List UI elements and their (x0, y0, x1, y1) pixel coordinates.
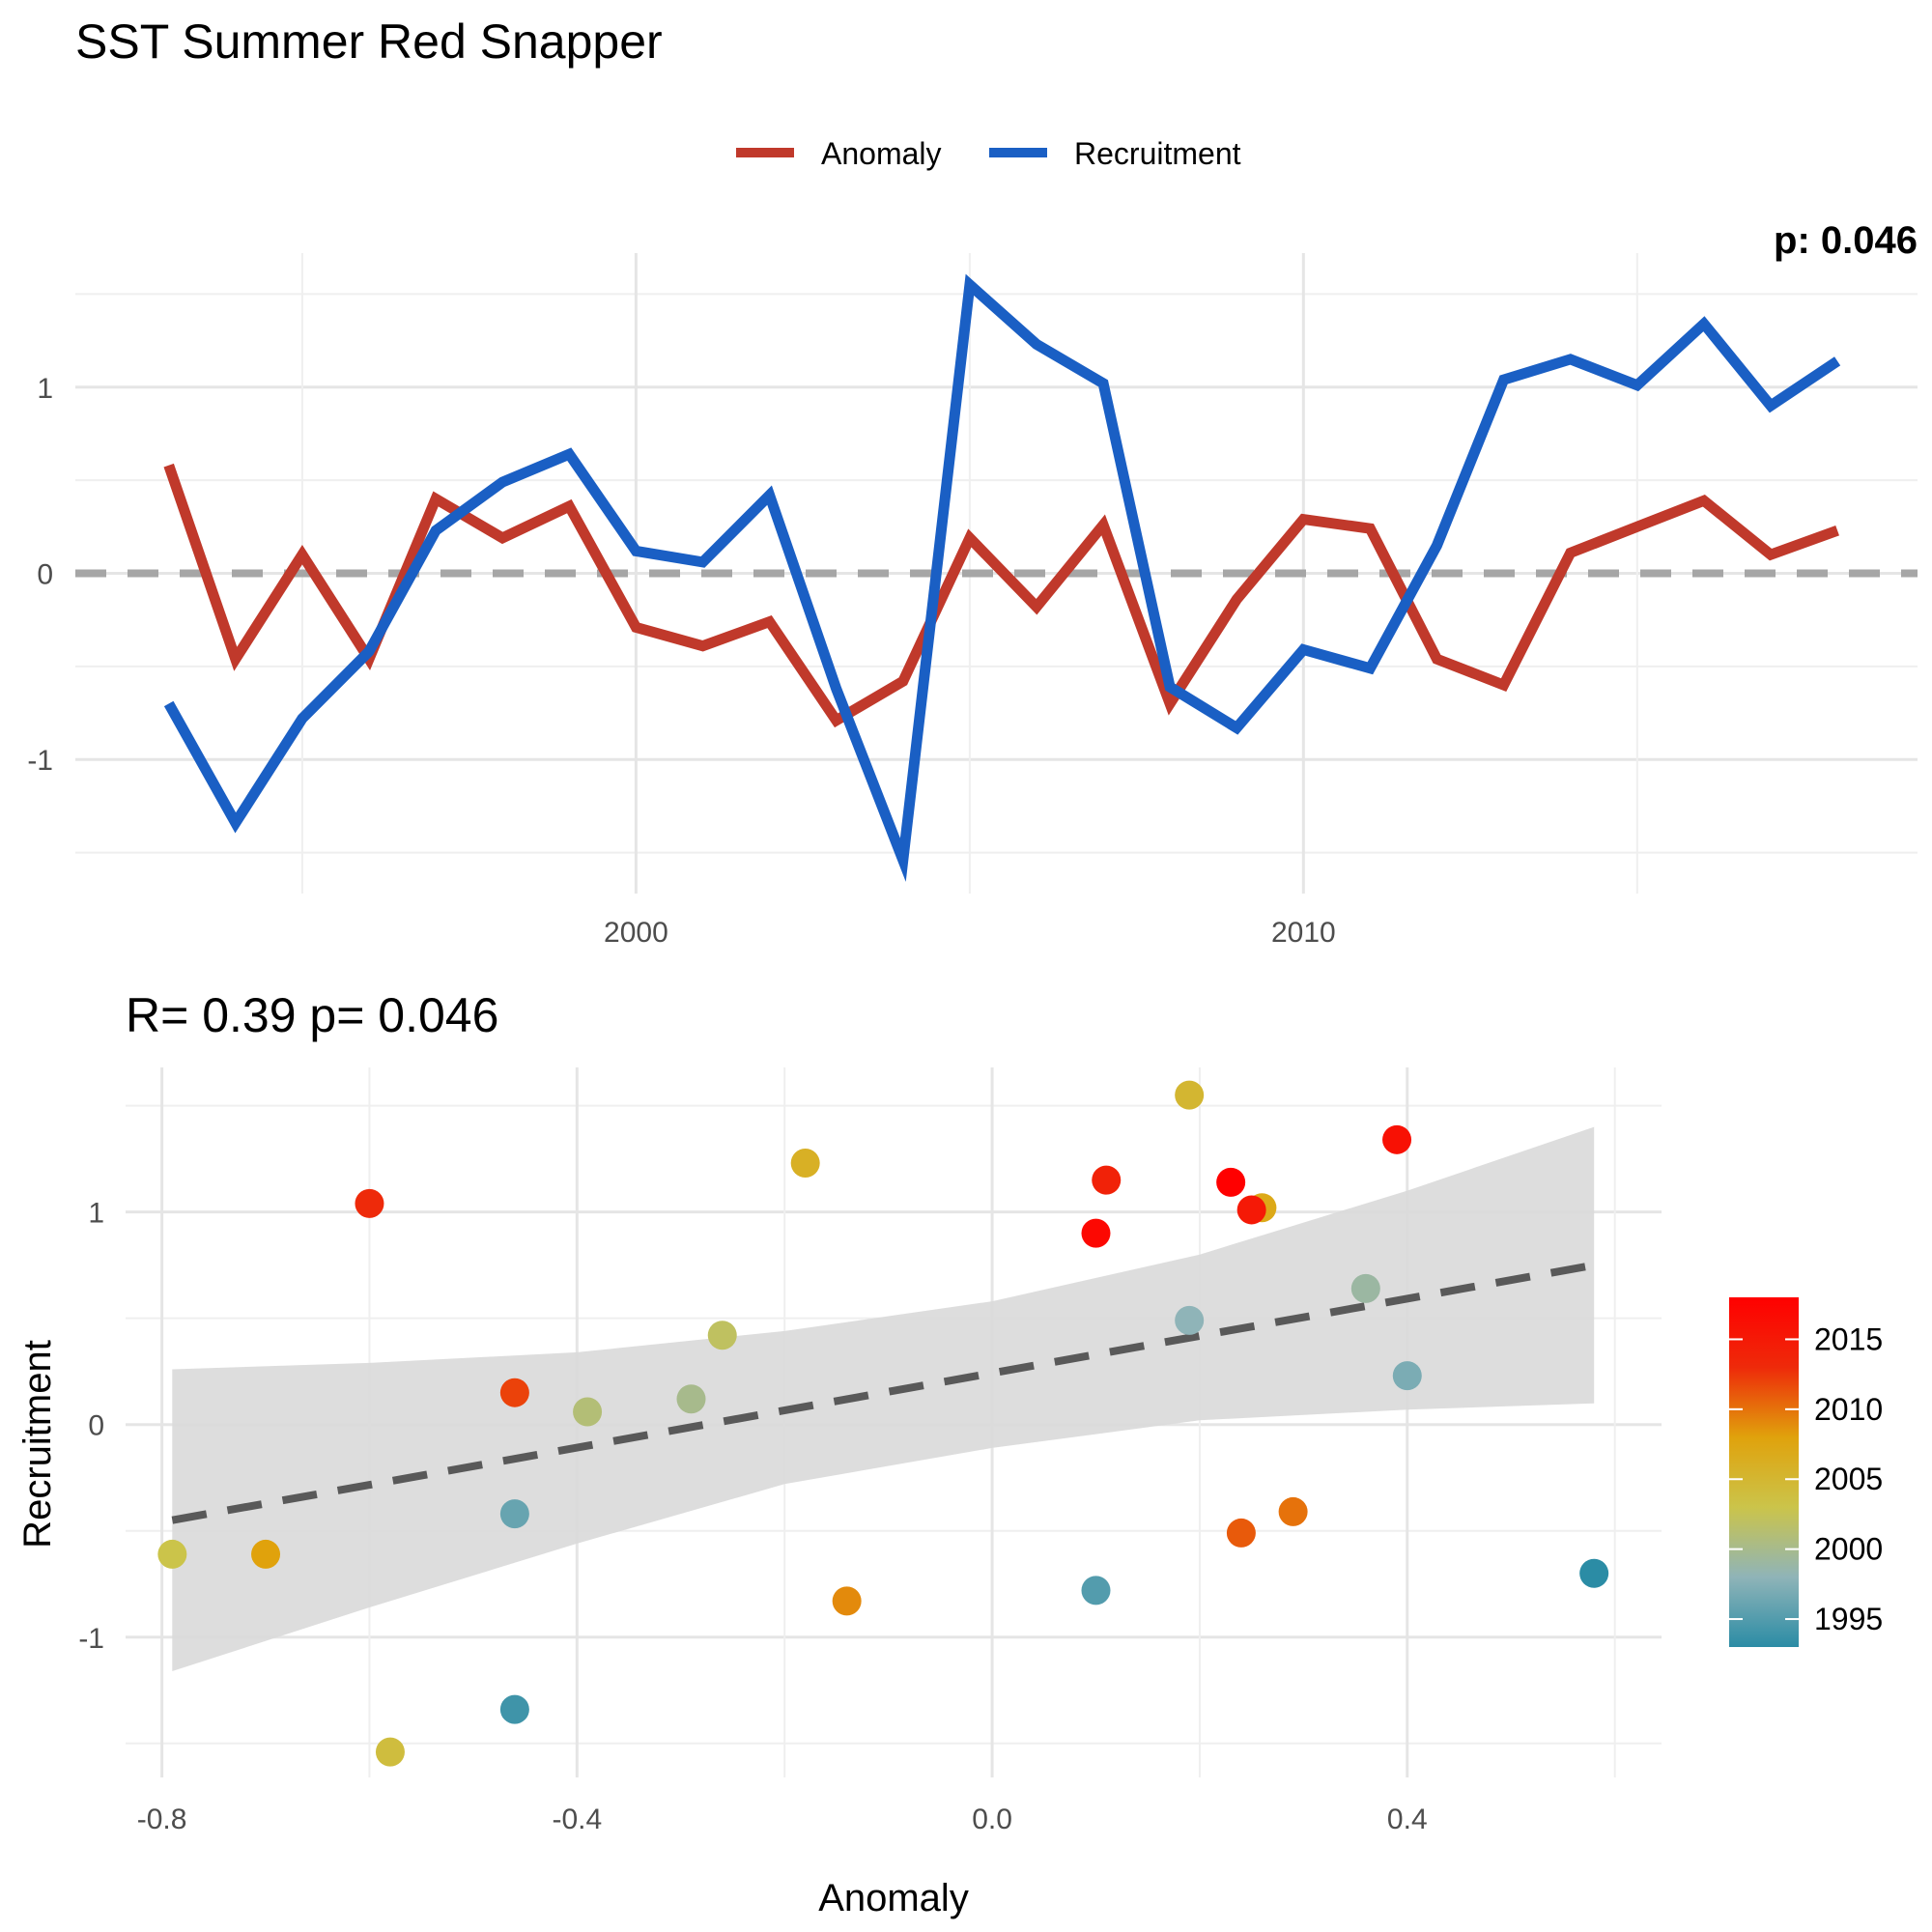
scatter-point-2000 (676, 1384, 706, 1414)
scatter-points (157, 1080, 1609, 1767)
scatter-point-2001 (573, 1397, 603, 1427)
bottom-y-tick-label: -1 (78, 1623, 104, 1655)
scatter-point-1997 (1392, 1361, 1422, 1391)
colorbar-tick-label: 2000 (1814, 1532, 1883, 1567)
figure-title: SST Summer Red Snapper (75, 14, 663, 69)
top-series-lines (163, 273, 1841, 882)
top-y-tick-label: -1 (27, 745, 53, 777)
scatter-point-2009 (832, 1586, 862, 1616)
top-y-tick-label: 1 (37, 373, 53, 405)
scatter-point-2018 (1216, 1167, 1246, 1197)
colorbar-tick-label: 2010 (1814, 1392, 1883, 1427)
scatter-point-2014 (1092, 1165, 1122, 1195)
bottom-panel-scatter: R= 0.39 p= 0.046 -1 0 1 -0.8 -0.4 0.0 0.4 Anom… (16, 988, 1662, 1919)
x-axis-title: Anomaly (818, 1877, 969, 1919)
scatter-point-2011 (1226, 1518, 1256, 1548)
legend-label-anomaly: Anomaly (821, 136, 942, 171)
top-y-tick-label: 0 (37, 559, 53, 591)
colorbar-tick-label: 2015 (1814, 1321, 1883, 1356)
scatter-point-2016 (1382, 1124, 1412, 1154)
bottom-x-tick-label: 0.0 (972, 1804, 1012, 1835)
scatter-point-2008 (251, 1539, 281, 1569)
colorbar-rect (1729, 1297, 1799, 1647)
series-line-recruitment (163, 273, 1841, 882)
bottom-y-tick-label: 1 (88, 1198, 104, 1230)
colorbar-tick-label: 2005 (1814, 1462, 1883, 1496)
scatter-point-1994 (499, 1694, 529, 1724)
scatter-point-1998 (1175, 1305, 1205, 1335)
legend-label-recruitment: Recruitment (1074, 136, 1241, 171)
bottom-x-tick-label: -0.8 (137, 1804, 187, 1835)
scatter-point-2017 (1081, 1218, 1111, 1248)
scatter-point-2013 (355, 1188, 384, 1218)
bottom-x-tick-label: 0.4 (1387, 1804, 1428, 1835)
fit-line (171, 1261, 1595, 1524)
scatter-point-2006 (790, 1149, 820, 1179)
bottom-y-tick-label: 0 (88, 1410, 104, 1442)
scatter-point-1996 (499, 1499, 529, 1529)
legend: Anomaly Recruitment (736, 136, 1241, 171)
confidence-band (172, 1126, 1595, 1671)
corner-annotation: p: 0.046 (1774, 219, 1918, 262)
scatter-point-1999 (1350, 1273, 1380, 1303)
scatter-point-2015 (1236, 1195, 1266, 1225)
scatter-point-1993 (1579, 1558, 1609, 1588)
series-line-anomaly (163, 463, 1839, 728)
scatter-point-1995 (1081, 1576, 1111, 1605)
top-panel-timeseries: -1 0 1 2000 2010 p: 0.046 (27, 219, 1918, 949)
colorbar-tick-label: 1995 (1814, 1602, 1883, 1636)
scatter-point-2012 (499, 1378, 529, 1407)
fit-line-dashed (171, 1261, 1595, 1524)
scatter-point-2004 (375, 1737, 405, 1767)
top-tick-labels: -1 0 1 2000 2010 (27, 373, 1335, 949)
confidence-band-area (172, 1126, 1595, 1671)
bottom-x-tick-label: -0.4 (552, 1804, 602, 1835)
y-axis-title: Recruitment (16, 1340, 59, 1548)
scatter-subtitle: R= 0.39 p= 0.046 (126, 988, 498, 1042)
scatter-point-2010 (1278, 1496, 1308, 1526)
scatter-point-2003 (157, 1539, 187, 1569)
top-x-tick-label: 2010 (1271, 917, 1336, 949)
scatter-point-2005 (1175, 1080, 1205, 1110)
scatter-point-2002 (707, 1321, 737, 1350)
colorbar: 1995 2000 2005 2010 2015 (1729, 1297, 1883, 1647)
bottom-tick-labels: -1 0 1 -0.8 -0.4 0.0 0.4 (78, 1198, 1427, 1835)
top-x-tick-label: 2000 (604, 917, 668, 949)
